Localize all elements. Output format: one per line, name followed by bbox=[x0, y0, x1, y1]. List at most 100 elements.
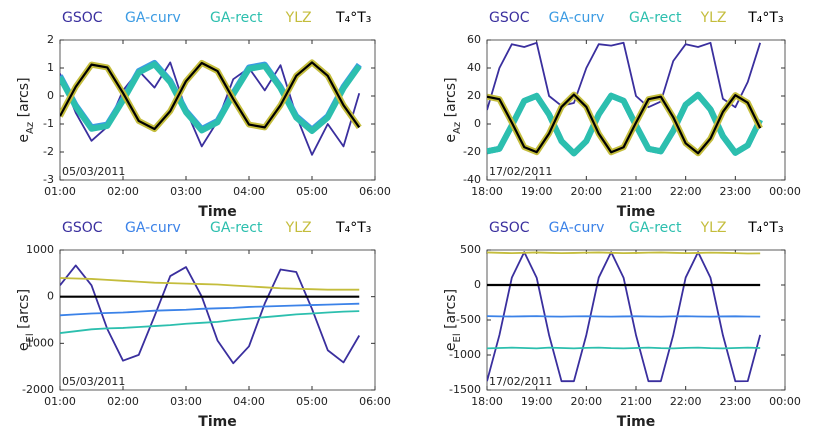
x-axis-label: Time bbox=[617, 204, 655, 220]
series-line bbox=[487, 93, 762, 155]
series-line bbox=[487, 346, 761, 350]
x-tick-label: 19:00 bbox=[521, 395, 553, 408]
series-line bbox=[60, 310, 360, 334]
legend-entry: GSOC bbox=[62, 10, 103, 26]
y-tick-label: -1500 bbox=[449, 383, 481, 396]
legend-entry: GA-rect bbox=[210, 220, 263, 236]
y-axis-label-part: El bbox=[452, 333, 463, 342]
series-line bbox=[487, 251, 762, 383]
y-axis-label-part: Az bbox=[25, 122, 36, 134]
series-line bbox=[60, 264, 361, 365]
series-line bbox=[487, 91, 763, 157]
y-tick-label: 0 bbox=[47, 89, 54, 102]
axes-box bbox=[59, 249, 376, 391]
y-tick-label: -2000 bbox=[22, 383, 54, 396]
y-tick-label: 500 bbox=[460, 243, 481, 256]
x-tick-label: 21:00 bbox=[620, 395, 652, 408]
legend-entry: GSOC bbox=[489, 220, 530, 236]
axes-box bbox=[486, 249, 786, 391]
y-tick-label: 60 bbox=[467, 33, 481, 46]
x-tick-label: 22:00 bbox=[670, 395, 702, 408]
y-axis-label: eEl [arcs] bbox=[443, 289, 463, 351]
x-tick-label: 06:00 bbox=[359, 185, 391, 198]
subplot: -3 -2 -1 0 1 2 01:00 02:00 03:00 04:00 05:00 06:00 T… bbox=[16, 10, 391, 220]
x-tick-label: 02:00 bbox=[107, 395, 139, 408]
series-line bbox=[60, 302, 360, 317]
legend-entry: GA-rect bbox=[210, 10, 263, 26]
subplot: -2000 -1000 0 1000 01:00 02:00 03:00 04:00 05:00… bbox=[16, 220, 391, 430]
y-axis-label-part: El bbox=[25, 333, 36, 342]
x-tick-label: 01:00 bbox=[44, 395, 76, 408]
axes-box bbox=[59, 39, 376, 181]
legend-entry: YLZ bbox=[285, 10, 312, 26]
legend-entry: T₄°T₃ bbox=[335, 220, 371, 236]
axes-box bbox=[486, 39, 786, 181]
y-tick-label: -3 bbox=[43, 173, 54, 186]
y-axis-label-part: e bbox=[16, 134, 32, 143]
x-tick-label: 02:00 bbox=[107, 185, 139, 198]
y-tick-label: 0 bbox=[47, 290, 54, 303]
x-tick-label: 03:00 bbox=[170, 395, 202, 408]
series-line bbox=[60, 61, 362, 134]
y-tick-label: 1000 bbox=[26, 243, 54, 256]
annotation: 17/02/2011 bbox=[489, 165, 552, 178]
y-tick-label: 0 bbox=[474, 278, 481, 291]
legend-entry: GA-rect bbox=[629, 10, 682, 26]
y-axis-label-part: [arcs] bbox=[443, 289, 459, 333]
x-tick-label: 04:00 bbox=[233, 185, 265, 198]
y-axis-label-part: [arcs] bbox=[443, 77, 459, 121]
y-tick-label: 20 bbox=[467, 89, 481, 102]
x-tick-label: 20:00 bbox=[570, 185, 602, 198]
y-tick-label: 0 bbox=[474, 117, 481, 130]
series-line bbox=[60, 277, 360, 291]
y-axis-label-part: [arcs] bbox=[16, 289, 32, 333]
legend-entry: T₄°T₃ bbox=[747, 220, 783, 236]
series-line bbox=[487, 41, 762, 111]
y-tick-label: 1 bbox=[47, 61, 54, 74]
x-tick-label: 18:00 bbox=[471, 395, 503, 408]
annotation: 05/03/2011 bbox=[62, 375, 125, 388]
annotation: 17/02/2011 bbox=[489, 375, 552, 388]
x-tick-label: 19:00 bbox=[521, 185, 553, 198]
x-tick-label: 00:00 bbox=[769, 185, 801, 198]
x-tick-label: 23:00 bbox=[719, 185, 751, 198]
legend-entry: YLZ bbox=[700, 220, 727, 236]
subplot: -1500 -1000 -500 0 500 18:00 19:00 20:00 21:00 22… bbox=[443, 220, 801, 430]
subplot: -40 -20 0 20 40 60 18:00 19:00 20:00 21:00 22:00 23… bbox=[443, 10, 801, 220]
y-tick-label: -1 bbox=[43, 117, 54, 130]
y-axis-label-part: Az bbox=[452, 122, 463, 134]
y-axis-label: eEl [arcs] bbox=[16, 289, 36, 351]
series-line bbox=[487, 251, 761, 255]
x-tick-label: 04:00 bbox=[233, 395, 265, 408]
x-tick-label: 00:00 bbox=[769, 395, 801, 408]
legend-entry: T₄°T₃ bbox=[335, 10, 371, 26]
y-axis-label-part: e bbox=[443, 134, 459, 143]
y-tick-label: 2 bbox=[47, 33, 54, 46]
legend-entry: YLZ bbox=[700, 10, 727, 26]
x-tick-label: 06:00 bbox=[359, 395, 391, 408]
y-axis-label: eAz [arcs] bbox=[16, 77, 36, 142]
x-tick-label: 05:00 bbox=[296, 395, 328, 408]
y-tick-label: -2 bbox=[43, 145, 54, 158]
x-tick-label: 23:00 bbox=[719, 395, 751, 408]
y-tick-label: -1000 bbox=[22, 336, 54, 349]
y-tick-label: -500 bbox=[456, 313, 481, 326]
legend-entry: YLZ bbox=[285, 220, 312, 236]
y-axis-label-part: e bbox=[443, 342, 459, 351]
x-tick-label: 05:00 bbox=[296, 185, 328, 198]
x-axis-label: Time bbox=[198, 204, 236, 220]
x-tick-label: 22:00 bbox=[670, 185, 702, 198]
series-line bbox=[60, 61, 361, 131]
x-tick-label: 03:00 bbox=[170, 185, 202, 198]
legend-entry: T₄°T₃ bbox=[747, 10, 783, 26]
legend-entry: GSOC bbox=[62, 220, 103, 236]
y-tick-label: -40 bbox=[463, 173, 481, 186]
legend-entry: GA-curv bbox=[549, 10, 605, 26]
legend-entry: GA-curv bbox=[125, 10, 181, 26]
y-axis-label-part: [arcs] bbox=[16, 77, 32, 121]
legend-entry: GSOC bbox=[489, 10, 530, 26]
y-axis-label: eAz [arcs] bbox=[443, 77, 463, 142]
x-axis-label: Time bbox=[198, 414, 236, 430]
legend-entry: GA-curv bbox=[549, 220, 605, 236]
